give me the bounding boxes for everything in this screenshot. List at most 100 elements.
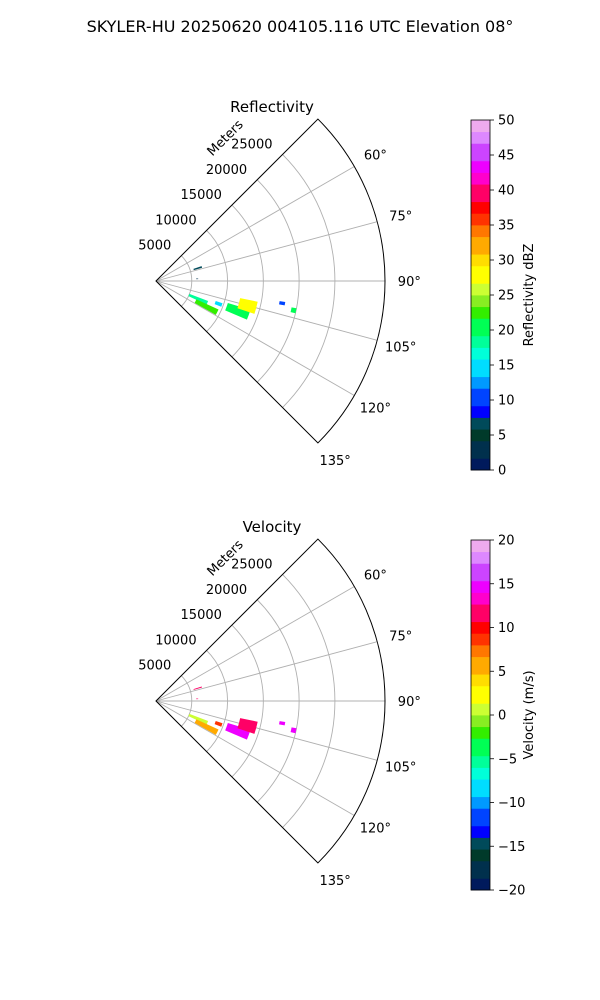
colorbar-segment <box>471 580 490 588</box>
colorbar-segment <box>471 621 490 628</box>
colorbar-segment <box>471 464 490 471</box>
colorbar-segment <box>471 318 490 325</box>
colorbar-segment <box>471 435 490 442</box>
colorbar-tick-label: 35 <box>498 219 515 234</box>
echo-cell <box>279 301 286 306</box>
colorbar-segment <box>471 295 490 302</box>
colorbar-segment <box>471 703 490 710</box>
colorbar-segment <box>471 149 490 156</box>
colorbar-segment <box>471 872 490 879</box>
colorbar-segment <box>471 365 490 372</box>
radial-tick-label: 25000 <box>231 137 272 152</box>
colorbar-segment <box>471 627 490 634</box>
colorbar-segment <box>471 575 490 582</box>
colorbar-segment <box>471 277 490 284</box>
colorbar-segment <box>471 335 490 343</box>
colorbar-segment <box>471 732 490 739</box>
colorbar-segment <box>471 254 490 261</box>
colorbar-segment <box>471 388 490 395</box>
angle-tick-label: 120° <box>360 822 391 837</box>
radial-tick-label: 20000 <box>206 583 247 598</box>
colorbar-segment <box>471 201 490 208</box>
radial-tick-label: 20000 <box>206 163 247 178</box>
colorbar-segment <box>471 400 490 407</box>
colorbar-label: Velocity (m/s) <box>522 670 537 759</box>
colorbar-segment <box>471 878 490 885</box>
colorbar-segment <box>471 668 490 675</box>
colorbar-segment <box>471 429 490 436</box>
azimuth-spoke <box>155 641 378 702</box>
colorbar-segment <box>471 860 490 868</box>
colorbar-segment <box>471 347 490 354</box>
colorbar-segment <box>471 598 490 605</box>
colorbar-segment <box>471 680 490 687</box>
colorbar-segment <box>471 160 490 168</box>
azimuth-spoke <box>155 280 378 341</box>
colorbar-segment <box>471 709 490 716</box>
colorbar-segment <box>471 884 490 891</box>
colorbar-segment <box>471 330 490 337</box>
echo-cell <box>194 719 219 735</box>
radial-tick-label: 5000 <box>138 239 171 254</box>
colorbar-segment <box>471 802 490 809</box>
colorbar-segment <box>471 125 490 133</box>
colorbar-segment <box>471 738 490 745</box>
colorbar-segment <box>471 796 490 803</box>
colorbar-segment <box>471 814 490 821</box>
colorbar-segment <box>471 639 490 646</box>
colorbar-segment <box>471 289 490 296</box>
radial-tick-label: 15000 <box>181 188 222 203</box>
echo-cell <box>188 713 209 725</box>
colorbar-segment <box>471 604 490 611</box>
azimuth-spoke <box>155 221 378 282</box>
colorbar-tick-label: 5 <box>498 429 506 444</box>
echo-cell <box>225 722 251 740</box>
colorbar-segment <box>471 855 490 862</box>
colorbar-label: Reflectivity dBZ <box>522 244 537 347</box>
echo-cell <box>196 698 199 700</box>
colorbar-tick-label: 15 <box>498 359 515 374</box>
colorbar-tick-label: 30 <box>498 254 515 269</box>
colorbar-segment <box>471 382 490 389</box>
echo-cell <box>194 299 219 315</box>
colorbar-segment <box>471 190 490 197</box>
colorbar-segment <box>471 306 490 313</box>
echo-cell <box>193 266 203 271</box>
colorbar-segment <box>471 569 490 576</box>
colorbar-segment <box>471 808 490 815</box>
echo-cell <box>290 727 297 734</box>
colorbar-segment <box>471 592 490 599</box>
colorbar-segment <box>471 359 490 366</box>
colorbar-segment <box>471 394 490 401</box>
colorbar-tick-label: 20 <box>498 534 515 549</box>
colorbar-segment <box>471 248 490 255</box>
colorbar-tick-label: 40 <box>498 184 515 199</box>
sector-outline <box>155 538 386 864</box>
colorbar-segment <box>471 260 490 267</box>
colorbar-segment <box>471 137 490 144</box>
colorbar-segment <box>471 540 490 547</box>
figure-suptitle: SKYLER-HU 20250620 004105.116 UTC Elevat… <box>87 17 514 36</box>
colorbar-segment <box>471 691 490 698</box>
angle-tick-label: 75° <box>389 629 412 644</box>
colorbar-tick-label: 5 <box>498 665 506 680</box>
angle-tick-label: 120° <box>360 402 391 417</box>
colorbar-segment <box>471 837 490 844</box>
colorbar-segment <box>471 376 490 383</box>
colorbar-tick-label: 0 <box>498 709 506 724</box>
azimuth-spoke <box>155 700 378 761</box>
colorbar-segment <box>471 131 490 138</box>
colorbar-segment <box>471 750 490 757</box>
colorbar-segment <box>471 166 490 173</box>
colorbar-segment <box>471 155 490 162</box>
colorbar-tick-label: 0 <box>498 464 506 479</box>
radial-tick-label: 5000 <box>138 659 171 674</box>
colorbar-segment <box>471 417 490 424</box>
colorbar-segment <box>471 557 490 564</box>
angle-tick-label: 105° <box>385 761 416 776</box>
angle-tick-label: 60° <box>364 148 387 163</box>
colorbar-segment <box>471 207 490 214</box>
colorbar-segment <box>471 697 490 704</box>
colorbar-segment <box>471 785 490 792</box>
